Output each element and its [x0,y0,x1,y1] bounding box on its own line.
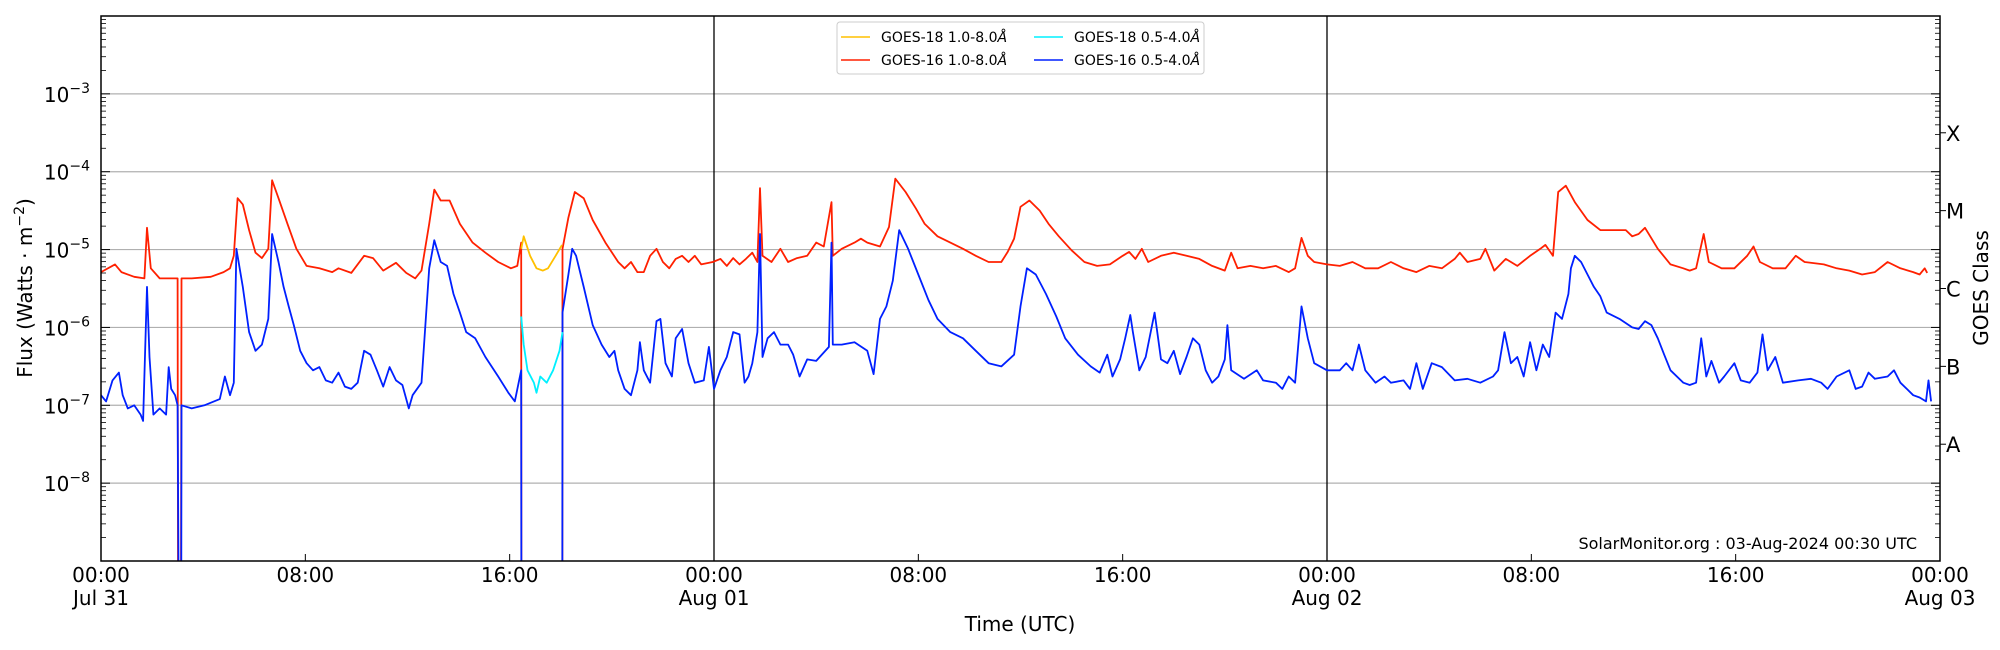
series-line-goes-18-1-0-8-0 [520,235,563,272]
x-tick-time-label: 00:00 [1911,563,1969,587]
x-tick-time-label: 16:00 [1094,563,1152,587]
x-tick-date-label: Jul 31 [71,586,129,610]
goes-class-labels: X M C B A [1946,122,1964,457]
x-tick-date-label: Aug 01 [679,586,750,610]
x-tick-time-label: 16:00 [1707,563,1765,587]
y-tick-label: 10−7 [44,392,90,418]
x-tick-date-label: Aug 02 [1292,586,1363,610]
y-tick-base: 10 [44,239,69,263]
y-tick-base: 10 [44,472,69,496]
plot-frame [100,15,1941,562]
y-tick-label: 10−4 [44,159,90,185]
axis-ticks [100,19,1946,561]
series-lines [101,177,1932,561]
y-tick-exponent: −4 [69,159,90,175]
y-tick-label: 10−8 [44,470,90,496]
series-line-goes-18-0-5-4-0 [520,316,564,394]
legend-label-unit: Å [1190,52,1201,69]
goes-class-label-x: X [1946,122,1960,146]
x-tick-time-label: 08:00 [890,563,948,587]
day-boundary-lines [713,16,1328,561]
x-tick-time-label: 00:00 [685,563,743,587]
legend-label-text: GOES-18 0.5-4.0 [1074,30,1191,46]
y-tick-label: 10−6 [44,314,90,340]
goes-class-label-c: C [1946,278,1961,302]
y-tick-exponent: −3 [69,81,90,97]
goes-class-label-a: A [1946,433,1961,457]
y2-axis-title: GOES Class [1969,230,1993,346]
x-tick-time-label: 00:00 [72,563,130,587]
credit-text: SolarMonitor.org : 03-Aug-2024 00:30 UTC [1578,534,1917,553]
x-axis-title: Time (UTC) [964,612,1076,636]
legend-label-unit: Å [997,29,1008,46]
legend-label-text: GOES-16 0.5-4.0 [1074,53,1191,69]
y-tick-base: 10 [44,316,69,340]
y-tick-labels: 10−310−410−510−610−710−8 [44,81,90,496]
legend-box [836,21,1205,75]
y-tick-exponent: −8 [69,470,90,486]
goes-class-label-m: M [1946,200,1964,224]
y-tick-label: 10−3 [44,81,90,107]
y-tick-base: 10 [44,83,69,107]
legend-label: GOES-16 1.0-8.0Å [881,52,1007,69]
legend-label: GOES-16 0.5-4.0Å [1074,52,1200,69]
y-axis-title: Flux (Watts · m−2) [12,198,37,378]
legend-label: GOES-18 1.0-8.0Å [881,29,1007,46]
legend-label-unit: Å [1190,29,1201,46]
grid-lines [101,93,1940,484]
y-axis-title-close: ) [13,198,37,206]
x-tick-time-label: 08:00 [1503,563,1561,587]
legend-label: GOES-18 0.5-4.0Å [1074,29,1200,46]
legend-label-text: GOES-18 1.0-8.0 [881,30,998,46]
x-tick-time-label: 00:00 [1298,563,1356,587]
series-line-goes-16-1-0-8-0 [101,177,1928,561]
goes-class-label-b: B [1946,355,1960,379]
y-tick-exponent: −5 [69,237,90,253]
y-axis-title-exp: −2 [12,206,28,227]
x-tick-time-label: 16:00 [481,563,539,587]
y-tick-base: 10 [44,161,69,185]
legend-label-text: GOES-16 1.0-8.0 [881,53,998,69]
legend: GOES-18 1.0-8.0Å GOES-18 0.5-4.0ÅGOES-16 … [836,21,1205,75]
y-tick-label: 10−5 [44,237,90,263]
y-tick-base: 10 [44,394,69,418]
legend-label-unit: Å [997,52,1008,69]
y-tick-exponent: −6 [69,314,90,330]
x-tick-time-label: 08:00 [277,563,335,587]
series-line-goes-16-0-5-4-0 [101,229,1932,561]
y-tick-exponent: −7 [69,392,90,408]
y-axis-title-main: Flux (Watts · m [13,227,37,378]
x-tick-date-label: Aug 03 [1905,586,1976,610]
